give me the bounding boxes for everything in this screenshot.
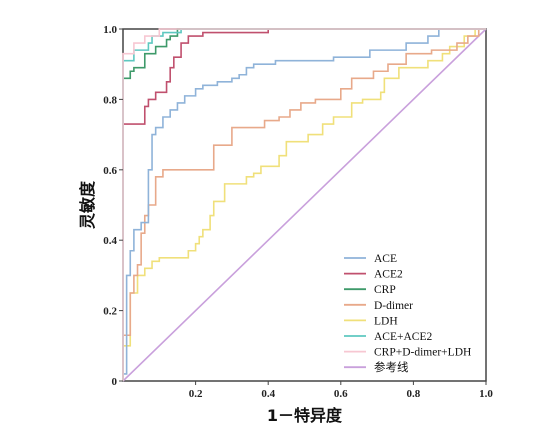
- x-tick-label: 1.0: [479, 388, 493, 400]
- legend-label-ace: ACE: [374, 253, 397, 265]
- y-tick-label: 0.4: [103, 235, 117, 247]
- y-axis-title: 灵敏度: [78, 180, 97, 229]
- y-tick-label: 0.2: [103, 306, 117, 318]
- x-tick-label: 0.4: [261, 388, 275, 400]
- y-tick-label: 0.6: [103, 165, 117, 177]
- legend-label-reference: 参考线: [374, 360, 409, 374]
- y-tick-label: 0.8: [103, 94, 117, 106]
- curves-layer: [122, 28, 487, 382]
- series-line-ldh: [122, 28, 486, 381]
- legend-label-ace2: ACE2: [374, 269, 403, 281]
- x-tick-label: 0.8: [407, 388, 421, 400]
- legend-label-d-dimer: D-dimer: [374, 300, 413, 312]
- legend-label-crp-d-dimer-ldh: CRP+D-dimer+LDH: [374, 347, 471, 359]
- series-line-ace: [122, 28, 486, 381]
- x-tick-label: 0.6: [334, 388, 348, 400]
- legend-label-ldh: LDH: [374, 315, 398, 327]
- ticks-layer: 0 0.2 0.4 0.6 0.8 1.0 0.2 0.4 0.6 0.8 1.0: [103, 24, 493, 400]
- series-line-reference: [122, 28, 487, 382]
- y-tick-label: 0: [112, 376, 118, 388]
- x-tick-label: 0.2: [189, 388, 203, 400]
- series-line-ace-ace2: [122, 28, 486, 381]
- series-line-crp: [122, 28, 486, 381]
- x-axis-title: 1－特异度: [267, 406, 343, 425]
- series-line-d-dimer: [122, 28, 486, 381]
- legend-label-crp: CRP: [374, 284, 396, 296]
- series-line-ace2: [122, 28, 486, 381]
- legend-label-ace-ace2: ACE+ACE2: [374, 331, 432, 343]
- y-tick-label: 1.0: [103, 24, 117, 36]
- series-line-crp-d-dimer-ldh: [122, 28, 486, 381]
- legend: ACE ACE2 CRP D-dimer LDH ACE+ACE2 CRP+D-dimer+…: [344, 253, 471, 374]
